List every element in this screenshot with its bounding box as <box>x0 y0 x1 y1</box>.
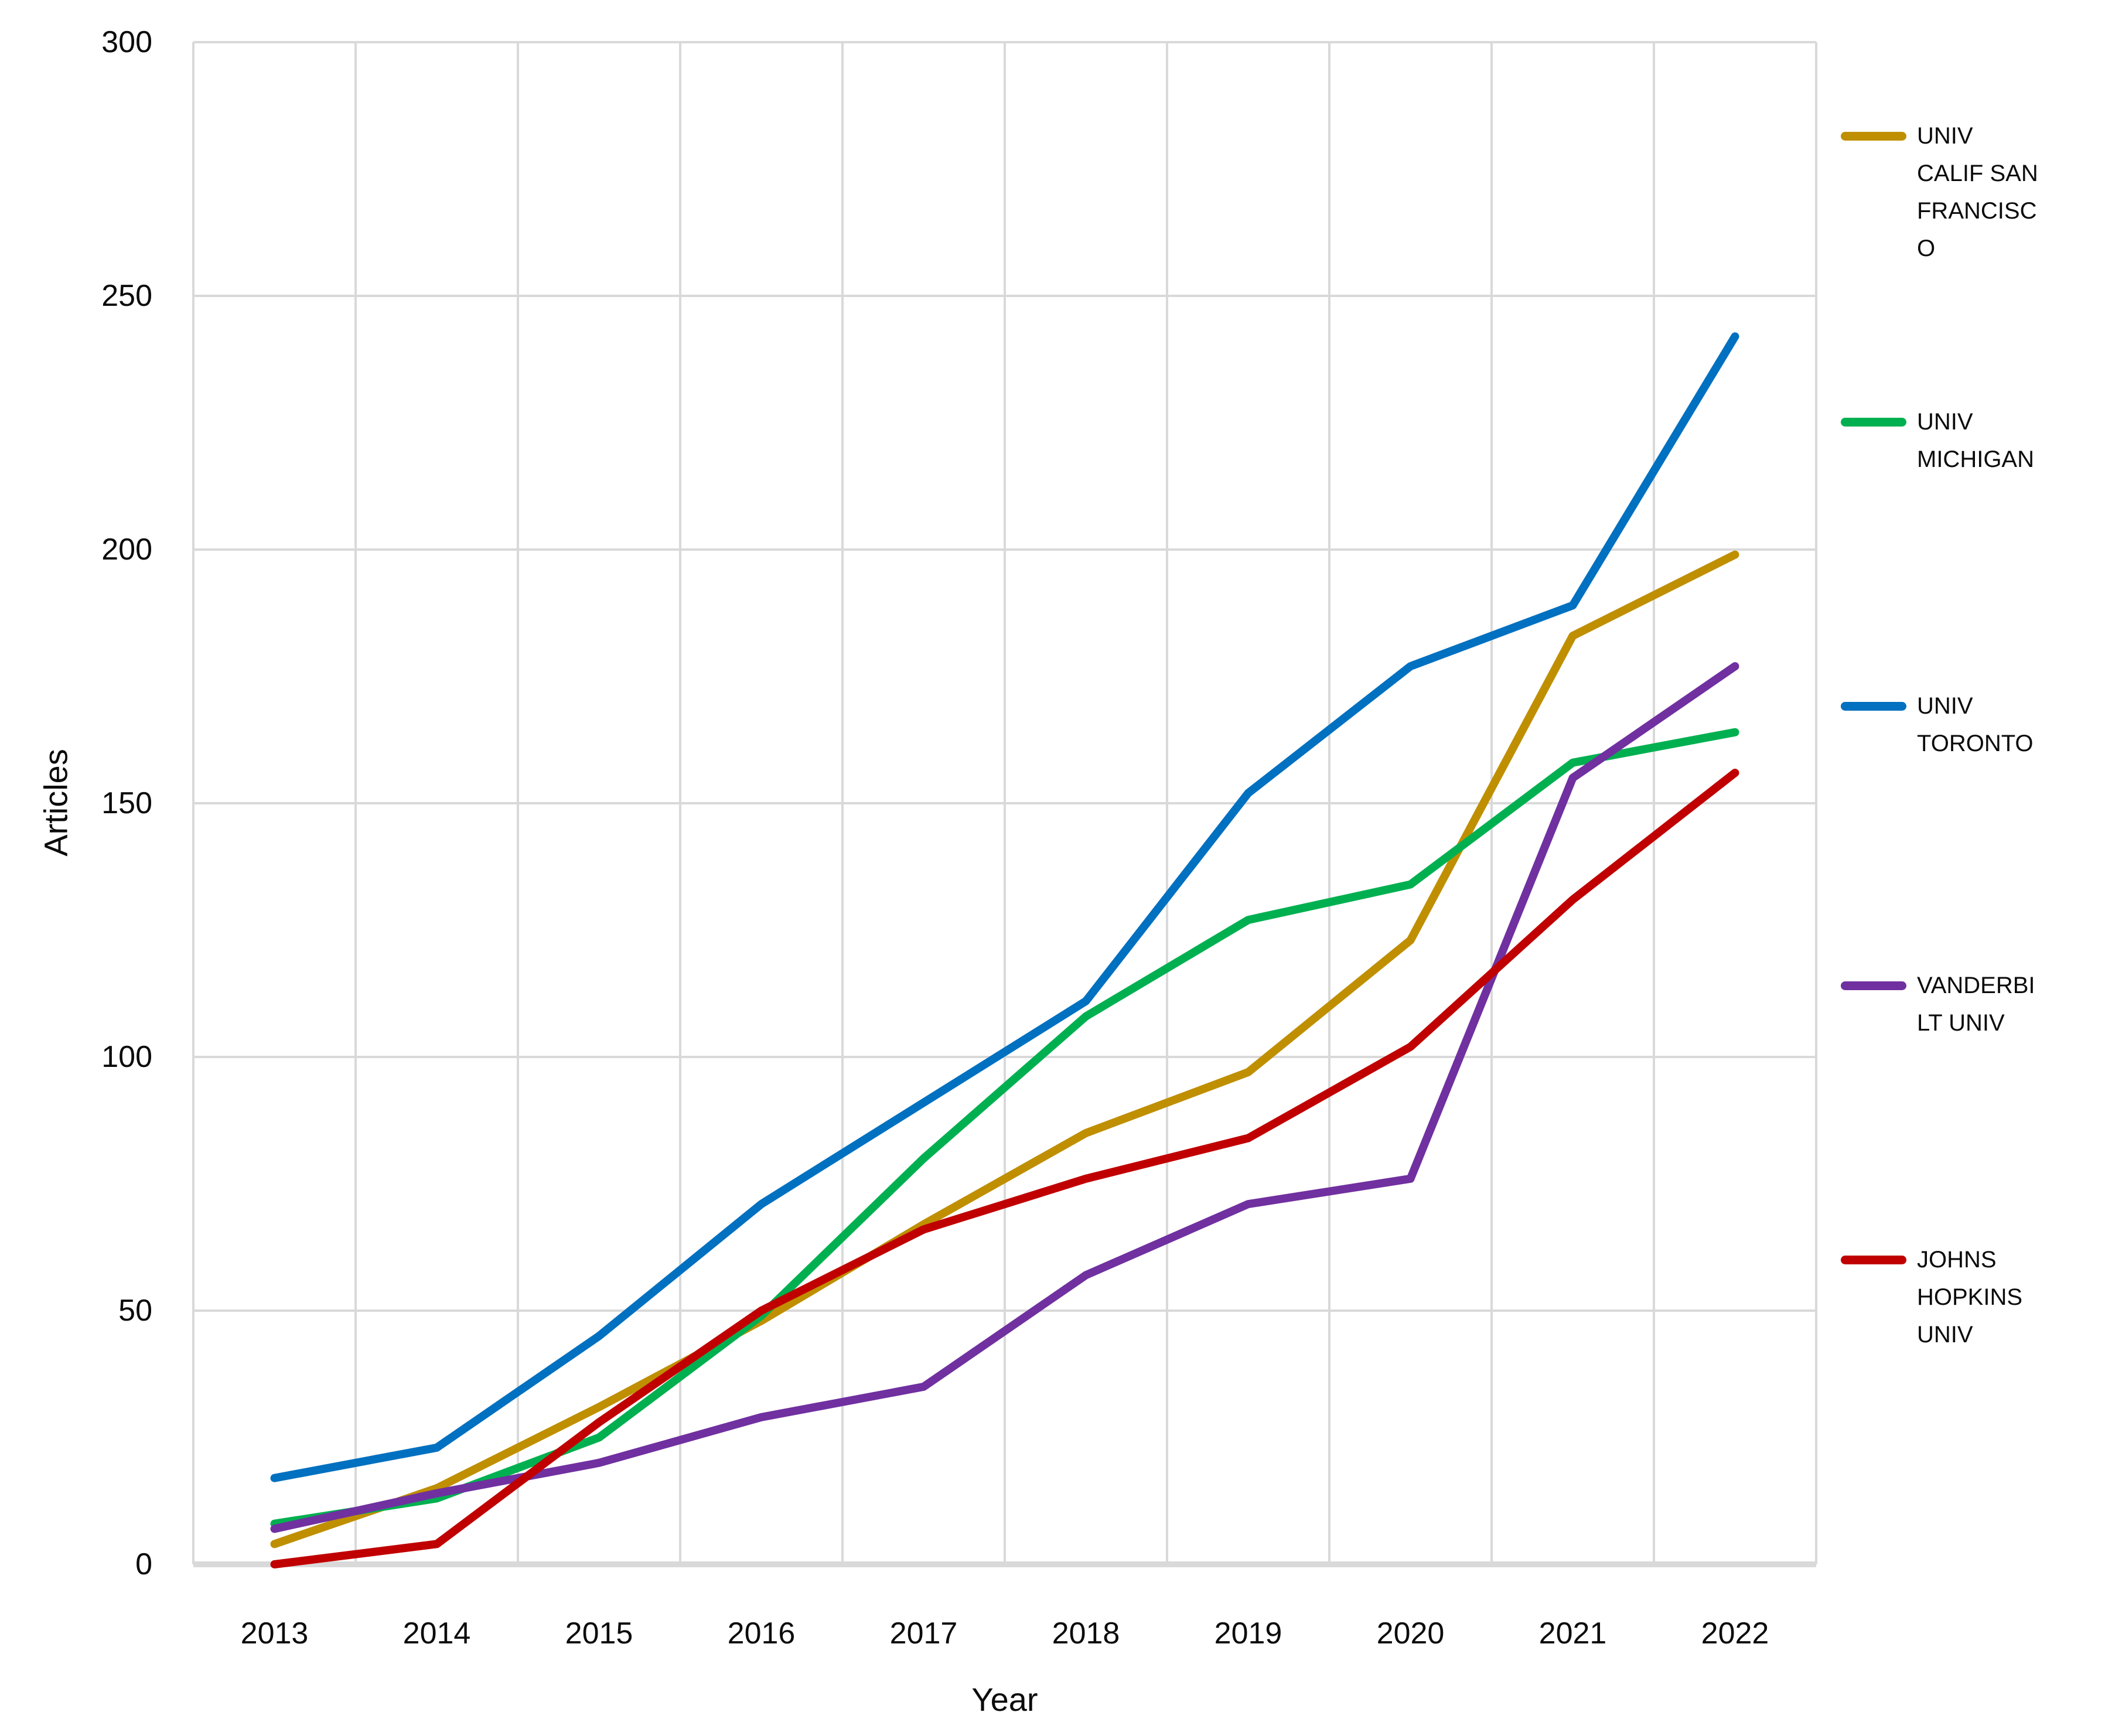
y-tick-label: 0 <box>135 1547 152 1581</box>
series-line-univ-toronto <box>270 332 1739 1482</box>
legend-label: UNIV TORONTO <box>1917 693 2034 756</box>
series-line-univ-calif-san-francisco <box>270 550 1739 1549</box>
y-tick-label: 250 <box>101 279 152 313</box>
legend-label: VANDERBILT UNIV <box>1917 973 2035 1036</box>
x-tick-label: 2015 <box>565 1616 633 1650</box>
x-tick-label: 2021 <box>1538 1616 1607 1650</box>
x-tick-label: 2022 <box>1701 1616 1769 1650</box>
x-tick-label: 2019 <box>1214 1616 1282 1650</box>
series-line-johns-hopkins-univ <box>270 769 1739 1568</box>
legend-label: UNIV CALIF SAN FRANCISCO <box>1917 123 2038 261</box>
legend-line-swatch <box>1841 132 1906 141</box>
y-tick-label: 50 <box>118 1294 152 1328</box>
legend-line-swatch <box>1841 1256 1906 1264</box>
y-tick-label: 100 <box>101 1040 152 1074</box>
y-axis-title: Articles <box>37 749 74 857</box>
legend-line-swatch <box>1841 702 1906 711</box>
x-tick-label: 2013 <box>240 1616 309 1650</box>
y-tick-label: 200 <box>101 533 152 567</box>
legend-item-univ-calif-san-francisco: UNIV CALIF SAN FRANCISCO <box>1841 117 2043 267</box>
x-axis-title: Year <box>971 1681 1038 1718</box>
legend-label: JOHNS HOPKINS UNIV <box>1917 1247 2023 1348</box>
legend-item-univ-michigan: UNIV MICHIGAN <box>1841 403 2043 478</box>
y-tick-label: 300 <box>101 25 152 59</box>
series-line-univ-michigan <box>270 728 1739 1528</box>
x-tick-label: 2017 <box>889 1616 958 1650</box>
legend-item-vanderbilt-univ: VANDERBILT UNIV <box>1841 967 2043 1042</box>
legend-line-swatch <box>1841 981 1906 990</box>
x-tick-label: 2018 <box>1052 1616 1120 1650</box>
legend-label: UNIV MICHIGAN <box>1917 409 2034 472</box>
legend-item-johns-hopkins-univ: JOHNS HOPKINS UNIV <box>1841 1241 2043 1353</box>
x-tick-label: 2020 <box>1376 1616 1445 1650</box>
legend-line-swatch <box>1841 418 1906 427</box>
legend-item-univ-toronto: UNIV TORONTO <box>1841 687 2043 762</box>
x-tick-label: 2016 <box>727 1616 796 1650</box>
legend: UNIV CALIF SAN FRANCISCO UNIV MICHIGAN UNI… <box>1841 0 2116 1736</box>
y-tick-label: 150 <box>101 786 152 820</box>
x-tick-label: 2014 <box>402 1616 471 1650</box>
